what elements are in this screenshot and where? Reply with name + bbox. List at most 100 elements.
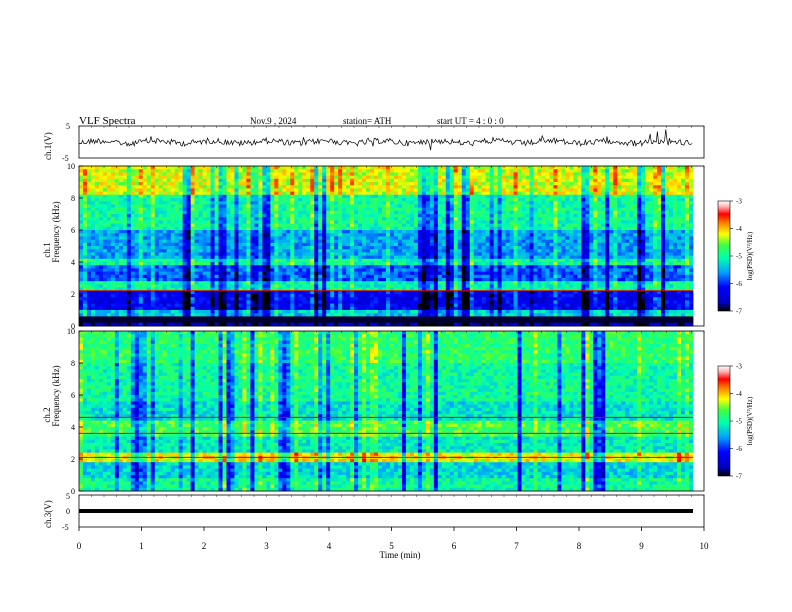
- spectrogram-cell: [238, 214, 243, 218]
- spectrogram-cell: [549, 252, 554, 256]
- spectrogram-cell: [94, 175, 100, 180]
- spectrogram-cell: [270, 239, 275, 244]
- spectrogram-cell: [605, 249, 610, 253]
- spectrogram-cell: [417, 185, 423, 189]
- spectrogram-cell: [90, 255, 96, 260]
- spectrogram-cell: [90, 194, 96, 199]
- spectrogram-cell: [374, 236, 379, 240]
- spectrogram-cell: [413, 236, 419, 240]
- spectrogram-cell: [358, 249, 363, 253]
- spectrogram-cell: [501, 198, 507, 202]
- spectrogram-cell: [150, 230, 156, 234]
- spectrogram-cell: [521, 258, 526, 263]
- spectrogram-cell: [254, 239, 259, 244]
- spectrogram-cell: [290, 226, 295, 231]
- spectrogram-cell: [405, 198, 411, 202]
- spectrogram-cell: [174, 185, 180, 189]
- spectrogram-cell: [326, 204, 331, 208]
- spectrogram-cell: [174, 262, 180, 266]
- spectrogram-cell: [218, 191, 223, 196]
- spectrogram-cell: [162, 242, 168, 247]
- spectrogram-cell: [134, 169, 140, 173]
- spectrogram-cell: [561, 198, 566, 202]
- spectrogram-cell: [421, 220, 427, 224]
- spectrogram-cell: [234, 246, 239, 250]
- spectrogram-cell: [174, 217, 180, 221]
- spectrogram-cell: [489, 252, 495, 256]
- spectrogram-cell: [485, 201, 491, 205]
- spectrogram-cell: [609, 255, 614, 260]
- spectrogram-cell: [677, 182, 682, 186]
- spectrogram-cell: [549, 246, 554, 250]
- spectrogram-cell: [649, 242, 654, 247]
- spectrogram-cell: [378, 249, 383, 253]
- spectrogram-cell: [286, 220, 291, 224]
- spectrogram-cell: [366, 214, 371, 218]
- spectrogram-cell: [250, 258, 255, 263]
- spectrogram-cell: [413, 255, 419, 260]
- spectrogram-cell: [146, 207, 152, 212]
- spectrogram-cell: [162, 172, 168, 176]
- spectrogram-cell: [521, 236, 526, 240]
- spectrogram-cell: [150, 252, 156, 256]
- spectrogram-cell: [82, 178, 88, 183]
- spectrogram-cell: [278, 169, 283, 173]
- spectrogram-cell: [625, 169, 630, 173]
- spectrogram-cell: [589, 204, 594, 208]
- spectrogram-cell: [134, 198, 140, 202]
- spectrogram-cell: [166, 258, 172, 263]
- spectrogram-cell: [573, 201, 578, 205]
- spectrogram-cell: [681, 188, 686, 192]
- spectrogram-cell: [270, 249, 275, 253]
- spectrogram-cell: [681, 246, 686, 250]
- spectrogram-cell: [362, 249, 367, 253]
- spectrogram-cell: [397, 226, 403, 231]
- spectrogram-cell: [114, 214, 120, 218]
- spectrogram-cell: [433, 242, 439, 247]
- spectrogram-cell: [378, 230, 383, 234]
- spectrogram-cell: [326, 258, 331, 263]
- spectrogram-cell: [541, 233, 546, 237]
- spectrogram-cell: [102, 265, 108, 269]
- spectrogram-cell: [453, 217, 459, 221]
- spectrogram-cell: [565, 214, 570, 218]
- spectrogram-cell: [274, 262, 279, 266]
- spectrogram-cell: [549, 223, 554, 228]
- spectrogram-cell: [354, 175, 359, 180]
- spectrogram-cell: [382, 204, 387, 208]
- spectrogram-cell: [665, 188, 670, 192]
- spectrogram-cell: [541, 194, 546, 199]
- spectrogram-cell: [517, 223, 522, 228]
- spectrogram-cell: [445, 236, 451, 240]
- spectrogram-cell: [146, 268, 152, 272]
- spectrogram-cell: [79, 252, 84, 256]
- spectrogram-cell: [306, 194, 311, 199]
- spectrogram-cell: [621, 169, 626, 173]
- spectrogram-cell: [565, 178, 570, 183]
- spectrogram-cell: [326, 233, 331, 237]
- spectrogram-cell: [318, 191, 323, 196]
- spectrogram-cell: [629, 210, 634, 215]
- spectrogram-cell: [354, 255, 359, 260]
- spectrogram-cell: [106, 204, 112, 208]
- spectrogram-cell: [330, 185, 335, 189]
- spectrogram-cell: [429, 246, 435, 250]
- spectrogram-cell: [585, 194, 590, 199]
- spectrogram-cell: [473, 207, 479, 212]
- spectrogram-cell: [661, 178, 666, 183]
- spectrogram-cell: [605, 217, 610, 221]
- spectrogram-cell: [665, 172, 670, 176]
- spectrogram-cell: [266, 239, 271, 244]
- spectrogram-cell: [294, 249, 299, 253]
- spectrogram-cell: [453, 169, 459, 173]
- spectrogram-cell: [533, 246, 538, 250]
- spectrogram-cell: [649, 182, 654, 186]
- spectrogram-cell: [673, 242, 678, 247]
- spectrogram-cell: [358, 204, 363, 208]
- spectrogram-cell: [198, 178, 203, 183]
- spectrogram-cell: [122, 217, 128, 221]
- spectrogram-cell: [625, 172, 630, 176]
- spectrogram-cell: [242, 262, 247, 266]
- spectrogram-cell: [346, 194, 351, 199]
- spectrogram-cell: [114, 198, 120, 202]
